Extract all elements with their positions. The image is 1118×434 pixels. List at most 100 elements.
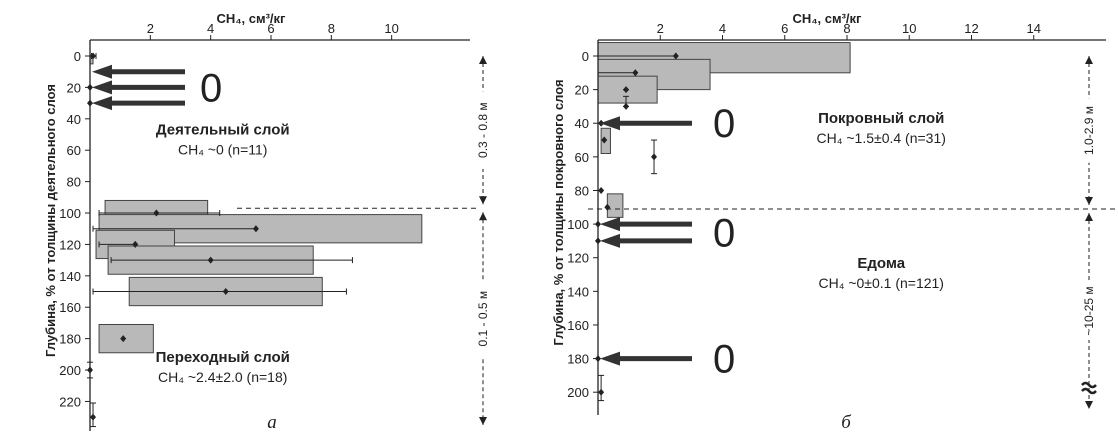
x-tick-label: 10 <box>902 21 916 36</box>
depth-range-arrowhead <box>1085 212 1093 221</box>
x-tick-label: 6 <box>267 21 274 36</box>
layer-title: Едома <box>857 255 905 272</box>
depth-range-arrowhead <box>1085 56 1093 64</box>
data-point-marker <box>252 225 259 233</box>
depth-range-label-bg <box>475 91 491 169</box>
chart-panel-a: 2 4 6 8 10 CH₄, см³/кг 0 20 40 60 80 100 120 140 160 18… <box>43 11 491 433</box>
data-point-marker <box>595 220 601 228</box>
y-tick-label: 20 <box>575 83 589 98</box>
y-tick-label: 120 <box>59 237 81 252</box>
zero-value-label: 0 <box>200 66 222 110</box>
range-bar <box>606 193 624 218</box>
axis-break-mark <box>1081 381 1097 389</box>
data-point-marker <box>672 52 679 60</box>
zero-value-label: 0 <box>713 212 735 256</box>
layer-title: Переходный слой <box>156 349 290 366</box>
data-point-marker <box>595 237 601 245</box>
data-point-marker <box>90 413 97 421</box>
y-tick-label: 0 <box>74 49 81 64</box>
y-tick-label: 20 <box>67 80 81 95</box>
zero-value-label: 0 <box>713 338 735 382</box>
y-tick-label: 180 <box>59 332 81 347</box>
x-tick-label: 6 <box>781 21 788 36</box>
y-tick-label: 40 <box>67 112 81 127</box>
x-tick-label: 8 <box>328 21 335 36</box>
layer-statistic: CH₄ ~0 (n=11) <box>178 142 268 158</box>
data-point-marker <box>222 288 229 296</box>
y-tick-label: 40 <box>575 116 589 131</box>
data-point-marker <box>87 366 93 374</box>
data-point-marker <box>601 136 608 144</box>
data-point-marker <box>87 83 93 91</box>
depth-range-arrowhead <box>1085 196 1093 205</box>
range-bar <box>98 324 154 354</box>
y-tick-label: 100 <box>567 217 589 232</box>
x-tick-label: 10 <box>384 21 398 36</box>
data-point-marker <box>120 335 127 343</box>
data-point-marker <box>595 355 601 363</box>
depth-range-label-bg <box>1081 281 1097 340</box>
depth-range-arrowhead <box>479 56 487 64</box>
data-point-marker <box>623 102 630 110</box>
depth-range-arrowhead <box>479 417 487 425</box>
y-tick-label: 220 <box>59 394 81 409</box>
data-point-marker <box>651 153 658 161</box>
zero-arrow-head <box>92 80 112 95</box>
depth-range-label-bg <box>1081 98 1097 163</box>
x-tick-label: 12 <box>964 21 978 36</box>
zero-arrow-head <box>600 233 620 248</box>
y-tick-label: 140 <box>59 269 81 284</box>
data-point-marker <box>207 256 214 264</box>
y-tick-label: 80 <box>575 183 589 198</box>
x-tick-label: 4 <box>719 21 726 36</box>
depth-range-label: ~10-25 м <box>1082 286 1096 335</box>
y-tick-label: 0 <box>582 49 589 64</box>
data-point-marker <box>132 240 139 248</box>
y-tick-label: 120 <box>567 251 589 266</box>
y-tick-label: 60 <box>575 150 589 165</box>
layer-statistic: CH₄ ~0±0.1 (n=121) <box>819 275 944 291</box>
depth-range-arrowhead <box>479 212 487 221</box>
y-tick-label: 140 <box>567 284 589 299</box>
depth-range-arrowhead <box>479 196 487 205</box>
layer-statistic: CH₄ ~1.5±0.4 (n=31) <box>817 130 946 146</box>
data-point-marker <box>90 52 97 60</box>
y-tick-label: 80 <box>67 175 81 190</box>
data-point-marker <box>623 86 630 94</box>
layer-statistic: CH₄ ~2.4±2.0 (n=18) <box>158 369 287 385</box>
axis-break-mark <box>1081 387 1097 395</box>
y-axis-title: Глубина, % от толщины покровного слоя <box>551 79 566 345</box>
chart-panel-b: 2 4 6 8 10 12 14 CH₄, см³/кг 0 20 40 60 80 100 120 140 1… <box>551 11 1118 433</box>
x-tick-label: 8 <box>843 21 850 36</box>
x-axis-title: CH₄, см³/кг <box>793 11 862 26</box>
depth-range-label-bg <box>475 279 491 358</box>
x-tick-label: 2 <box>147 21 154 36</box>
y-tick-label: 200 <box>59 363 81 378</box>
data-point-marker <box>598 186 605 194</box>
zero-value-label: 0 <box>713 102 735 146</box>
zero-arrow-head <box>600 351 620 366</box>
y-tick-label: 60 <box>67 143 81 158</box>
x-tick-label: 2 <box>657 21 664 36</box>
y-tick-label: 180 <box>567 352 589 367</box>
panel-letter: б <box>841 412 852 433</box>
y-axis-title: Глубина, % от толщины деятельного слоя <box>43 84 58 357</box>
zero-arrow-head <box>92 64 112 79</box>
depth-range-label: 1.0-2.9 м <box>1082 106 1096 155</box>
zero-arrow-head <box>600 116 620 131</box>
depth-range-arrowhead <box>1085 401 1093 409</box>
zero-arrow-head <box>92 96 112 111</box>
data-point-marker <box>87 99 93 107</box>
layer-title: Покровный слой <box>818 110 944 127</box>
panel-letter: а <box>267 412 277 433</box>
data-point-marker <box>153 209 160 217</box>
data-point-marker <box>632 69 639 77</box>
zero-arrow-head <box>600 217 620 232</box>
data-point-marker <box>604 203 611 211</box>
depth-range-label: 0.3 - 0.8 м <box>476 102 490 158</box>
x-tick-label: 4 <box>207 21 214 36</box>
x-tick-label: 14 <box>1027 21 1041 36</box>
depth-range-label: 0.1 - 0.5 м <box>476 291 490 347</box>
y-tick-label: 160 <box>567 318 589 333</box>
